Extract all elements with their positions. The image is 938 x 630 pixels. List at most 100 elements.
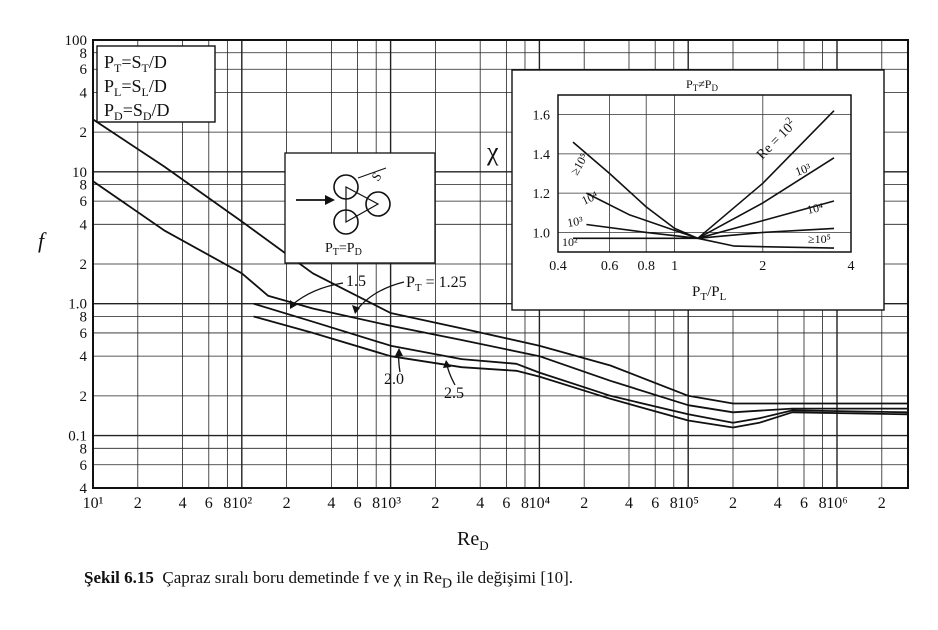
caption-sub: D — [441, 575, 453, 592]
sketch-caption: PT=PD — [325, 241, 362, 258]
inset-x-tick-label: 4 — [848, 259, 855, 274]
curve-label-2-5: 2.5 — [444, 385, 464, 402]
inset-series-line-5 — [586, 192, 699, 240]
main-y-tick-label: 4 — [80, 217, 88, 233]
inset-y-tick-label: 1.0 — [533, 226, 551, 241]
main-x-tick-label: 8 — [372, 495, 380, 512]
main-y-tick-label: 8 — [80, 309, 88, 325]
main-y-tick-label: 4 — [80, 481, 88, 497]
inset-series-line-1 — [697, 157, 835, 240]
main-x-tick-label: 2 — [431, 495, 439, 512]
inset-x-tick-label: 0.8 — [637, 259, 655, 274]
main-x-tick-label: 4 — [625, 495, 633, 512]
inset-y-tick-label: 1.4 — [533, 148, 551, 163]
inset-x-tick-label: 2 — [759, 259, 766, 274]
inset-label-left-1e2: 10² — [562, 235, 578, 249]
main-x-tick-label: 4 — [327, 495, 335, 512]
main-series-group — [92, 118, 909, 429]
inset-x-tick-label: 0.4 — [549, 259, 567, 274]
caption-tail: ile değişimi [10]. — [452, 568, 573, 587]
main-x-tick-label: 2 — [729, 495, 737, 512]
inset-series-line-6 — [586, 223, 698, 240]
main-y-tick-label: 100 — [65, 33, 88, 49]
main-y-tick-label: 6 — [80, 326, 88, 342]
leader-2-0-arrowhead — [395, 348, 403, 356]
inset-x-tick-label: 1 — [671, 259, 678, 274]
leader-1-5 — [291, 282, 344, 306]
main-series-line-1 — [92, 180, 908, 414]
figure-caption: Şekil 6.15 Çapraz sıralı boru demetinde … — [84, 568, 573, 592]
main-y-tick-label: 4 — [80, 85, 88, 101]
main-x-tick-label: 8 — [819, 495, 827, 512]
main-x-tick-label: 2 — [283, 495, 291, 512]
main-x-tick-label: 2 — [878, 495, 886, 512]
main-y-tick-label: 6 — [80, 62, 88, 78]
main-series-line-3 — [253, 315, 909, 429]
main-x-tick-label: 4 — [179, 495, 187, 512]
main-x-tick-label: 10⁵ — [677, 495, 699, 512]
main-x-tick-label: 6 — [651, 495, 659, 512]
main-x-axis-label: ReD — [457, 528, 489, 553]
definition-legend: PT=ST/D PL=SL/D PD=SD/D — [96, 45, 216, 123]
main-y-axis-label: f — [38, 228, 47, 253]
main-x-tick-label: 2 — [580, 495, 588, 512]
main-x-tick-label: 8 — [223, 495, 231, 512]
inset-y-tick-label: 1.6 — [533, 109, 551, 124]
legend-line-pd: PD=SD/D — [104, 100, 170, 123]
flow-arrowhead — [325, 195, 335, 205]
pitch-arrow — [357, 167, 387, 179]
inset-series-group — [572, 110, 835, 249]
main-series-line-0 — [92, 118, 908, 405]
inset-x-axis-label: PT/PL — [692, 284, 727, 303]
main-x-tick-label: 10³ — [380, 495, 401, 512]
main-x-tick-label: 10⁴ — [529, 495, 551, 512]
main-plot-frame — [92, 39, 909, 489]
main-y-tick-label: 1.0 — [68, 297, 87, 313]
main-x-tick-label: 8 — [521, 495, 529, 512]
main-x-tick-label: 6 — [502, 495, 510, 512]
main-y-tick-label: 8 — [80, 46, 88, 62]
leader-1-5-arrowhead — [290, 300, 297, 309]
inset-y-tick-label: 1.2 — [533, 187, 551, 202]
main-x-tick-label: 10⁶ — [826, 495, 848, 512]
inset-label-left-1e3: 10³ — [566, 213, 584, 230]
main-x-tick-label: 10¹ — [83, 495, 104, 512]
tube-arrangement-sketch: S PT=PD — [284, 152, 436, 264]
leader-1-25-arrowhead — [352, 305, 360, 314]
inset-y-tick-labels: 1.0 1.2 1.4 1.6 — [533, 109, 551, 242]
inset-series-line-2 — [697, 200, 835, 240]
main-y-tick-label: 2 — [80, 389, 88, 405]
inset-series-line-4 — [572, 141, 835, 249]
main-y-tick-label: 0.1 — [68, 429, 87, 445]
legend-line-pl: PL=SL/D — [104, 76, 167, 99]
main-y-tick-label: 4 — [80, 349, 88, 365]
main-x-tick-label: 6 — [354, 495, 362, 512]
main-x-tick-label: 4 — [476, 495, 484, 512]
inset-label-left-1e4: 10⁴ — [579, 188, 600, 208]
pitch-triangle — [345, 186, 380, 224]
inset-title: PT≠PD — [686, 77, 718, 93]
curve-label-1-25: PT = 1.25 — [406, 274, 467, 294]
main-x-tick-label: 2 — [134, 495, 142, 512]
main-y-tick-label: 2 — [80, 257, 88, 273]
main-y-tick-label: 2 — [80, 125, 88, 141]
main-x-tick-label: 4 — [774, 495, 782, 512]
inset-label-right-1e4: 10⁴ — [806, 200, 825, 217]
inset-plot-frame — [557, 94, 852, 253]
main-x-tick-label: 6 — [205, 495, 213, 512]
inset-x-tick-labels: 0.4 0.6 0.8 1 2 4 — [549, 259, 854, 274]
main-y-tick-label: 8 — [80, 441, 88, 457]
main-y-tick-label: 6 — [80, 194, 88, 210]
main-y-tick-label: 6 — [80, 458, 88, 474]
tube-circle — [365, 191, 391, 217]
curve-label-1-5: 1.5 — [346, 273, 366, 290]
inset-x-tick-label: 0.6 — [601, 259, 619, 274]
main-x-tick-label: 10² — [231, 495, 252, 512]
main-curve-labels: PT = 1.25 1.5 2.0 2.5 — [290, 273, 467, 402]
main-y-tick-label: 10 — [72, 165, 87, 181]
inset-series-line-0 — [697, 110, 835, 239]
caption-text: Çapraz sıralı boru demetinde f ve χ in R… — [162, 568, 442, 587]
caption-number: Şekil 6.15 — [84, 568, 154, 587]
leader-2-5-arrowhead — [443, 360, 451, 368]
